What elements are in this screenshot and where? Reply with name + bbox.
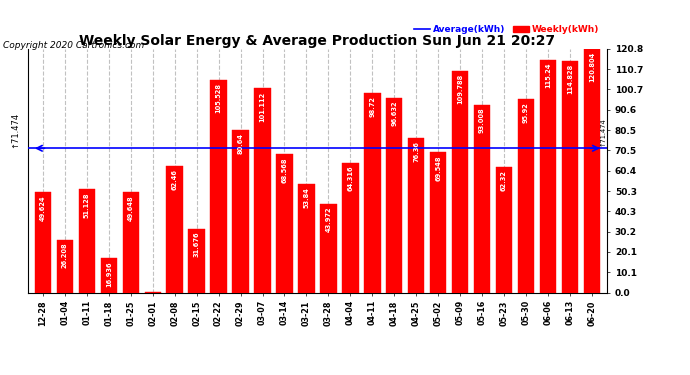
Text: 43.972: 43.972 xyxy=(326,207,331,232)
Text: 115.24: 115.24 xyxy=(545,63,551,88)
Bar xyxy=(233,130,249,292)
Text: ↑71.474: ↑71.474 xyxy=(600,117,606,146)
Text: 80.64: 80.64 xyxy=(237,133,244,154)
Text: 96.632: 96.632 xyxy=(391,100,397,126)
Bar xyxy=(34,192,51,292)
Text: Copyright 2020 Cartronics.com: Copyright 2020 Cartronics.com xyxy=(3,41,145,50)
Text: 95.92: 95.92 xyxy=(523,102,529,123)
Bar xyxy=(474,105,491,292)
Bar xyxy=(255,88,270,292)
Bar xyxy=(342,163,359,292)
Bar xyxy=(276,154,293,292)
Text: 68.568: 68.568 xyxy=(282,157,288,183)
Bar xyxy=(430,152,446,292)
Bar xyxy=(496,167,512,292)
Bar xyxy=(210,80,227,292)
Title: Weekly Solar Energy & Average Production Sun Jun 21 20:27: Weekly Solar Energy & Average Production… xyxy=(79,34,555,48)
Bar xyxy=(101,258,117,292)
Text: 53.84: 53.84 xyxy=(304,187,309,208)
Text: 51.128: 51.128 xyxy=(84,192,90,218)
Bar xyxy=(298,184,315,292)
Legend: Average(kWh), Weekly(kWh): Average(kWh), Weekly(kWh) xyxy=(411,22,602,38)
Bar xyxy=(452,71,469,292)
Text: 109.788: 109.788 xyxy=(457,74,463,104)
Text: 105.528: 105.528 xyxy=(215,82,221,112)
Text: 101.112: 101.112 xyxy=(259,92,266,122)
Bar xyxy=(364,93,380,292)
Bar xyxy=(320,204,337,292)
Text: 62.32: 62.32 xyxy=(501,170,507,191)
Text: 31.676: 31.676 xyxy=(194,232,199,257)
Bar xyxy=(57,240,73,292)
Text: 49.648: 49.648 xyxy=(128,195,134,221)
Text: 62.46: 62.46 xyxy=(172,170,178,190)
Bar xyxy=(562,61,578,292)
Bar xyxy=(518,99,534,292)
Text: 98.72: 98.72 xyxy=(369,96,375,117)
Bar xyxy=(408,138,424,292)
Text: 76.36: 76.36 xyxy=(413,141,420,162)
Bar xyxy=(540,60,556,292)
Text: 69.548: 69.548 xyxy=(435,155,441,181)
Text: 114.828: 114.828 xyxy=(567,64,573,94)
Bar xyxy=(123,192,139,292)
Bar xyxy=(79,189,95,292)
Bar xyxy=(584,49,600,292)
Bar xyxy=(188,229,205,292)
Bar xyxy=(386,98,402,292)
Text: 120.804: 120.804 xyxy=(589,52,595,82)
Text: 26.208: 26.208 xyxy=(62,243,68,268)
Bar xyxy=(166,166,183,292)
Text: 64.316: 64.316 xyxy=(347,166,353,191)
Text: 16.936: 16.936 xyxy=(106,261,112,287)
Text: 49.624: 49.624 xyxy=(40,195,46,221)
Text: ↑71.474: ↑71.474 xyxy=(10,112,19,148)
Text: 93.008: 93.008 xyxy=(479,108,485,134)
